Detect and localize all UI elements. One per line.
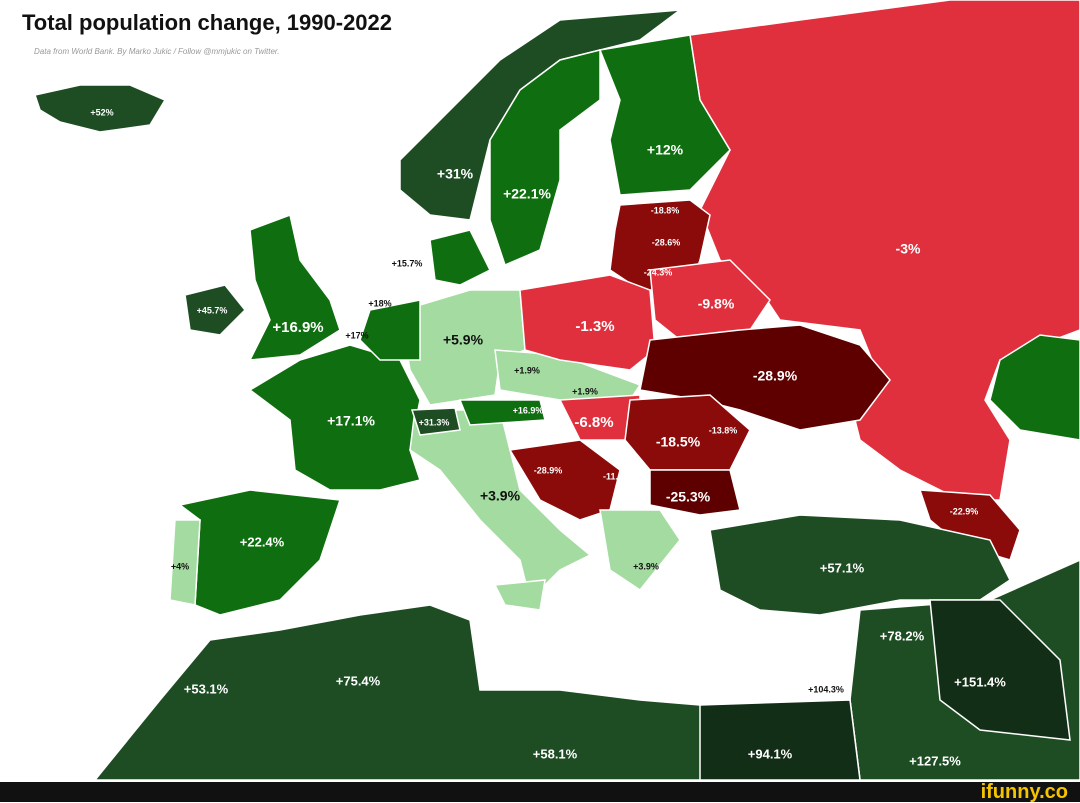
region bbox=[493, 579, 546, 611]
region-label: -11.8% bbox=[603, 471, 631, 481]
region-label: +57.1% bbox=[820, 560, 865, 575]
region-label: +45.7% bbox=[197, 305, 228, 315]
region bbox=[178, 489, 342, 616]
region bbox=[929, 599, 1071, 741]
title: Total population change, 1990-2022 bbox=[22, 10, 393, 35]
region-label: -9.8% bbox=[698, 296, 735, 312]
region-label: -13.8% bbox=[709, 425, 738, 435]
region-label: +104.3% bbox=[808, 684, 844, 694]
region-label: -24.3% bbox=[644, 267, 673, 277]
region bbox=[489, 49, 601, 267]
region-label: +53.1% bbox=[184, 681, 229, 696]
region-label: +5.9% bbox=[443, 332, 484, 348]
region-label: +4% bbox=[171, 561, 189, 571]
region bbox=[34, 84, 167, 133]
region-label: +31.3% bbox=[419, 417, 450, 427]
land bbox=[34, 0, 1080, 781]
region-label: +1.9% bbox=[514, 365, 540, 375]
region-label: -1.3% bbox=[575, 318, 614, 335]
map: +52% +31% +22.1% +12% -18.8% -28.6% -24.3% -3% +… bbox=[34, 0, 1080, 781]
subtitle: Data from World Bank. By Marko Jukic / F… bbox=[34, 47, 280, 56]
region-label: -28.9% bbox=[534, 465, 563, 475]
region bbox=[169, 519, 201, 606]
region-label: -6.8% bbox=[574, 414, 613, 431]
region-label: +16.9% bbox=[513, 405, 544, 415]
region bbox=[410, 407, 461, 436]
region-label: +17.1% bbox=[327, 413, 375, 429]
region-label: +3.9% bbox=[480, 488, 521, 504]
region-label: +22.1% bbox=[503, 186, 551, 202]
region-label: -25.3% bbox=[666, 489, 711, 505]
region bbox=[248, 213, 341, 361]
region bbox=[458, 399, 546, 426]
region-label: +151.4% bbox=[954, 674, 1006, 689]
footer-bar: ifunny.co bbox=[0, 782, 1080, 802]
region-label: +75.4% bbox=[336, 673, 381, 688]
region-label: +12% bbox=[647, 142, 684, 158]
region-label: +15.7% bbox=[392, 258, 423, 268]
region-label: -18.8% bbox=[651, 205, 680, 215]
region bbox=[598, 34, 731, 196]
region-label: +41.7% bbox=[1018, 534, 1063, 549]
region-label: +127.5% bbox=[909, 753, 961, 768]
region-label: -22.9% bbox=[950, 506, 979, 516]
region bbox=[918, 489, 1021, 561]
region-label: +1.9% bbox=[572, 386, 598, 396]
region bbox=[989, 334, 1080, 441]
region bbox=[359, 299, 421, 361]
region bbox=[649, 469, 741, 516]
region-label: +17% bbox=[345, 330, 368, 340]
region bbox=[689, 0, 1080, 501]
region bbox=[429, 229, 492, 286]
region bbox=[599, 509, 681, 592]
region-label: +78.2% bbox=[880, 628, 925, 643]
region-label: +52% bbox=[90, 107, 113, 117]
region-label: -28.9% bbox=[753, 368, 798, 384]
region-label: +31% bbox=[437, 166, 474, 182]
region bbox=[184, 284, 247, 336]
region-label: +58.1% bbox=[533, 746, 578, 761]
region-label: -3% bbox=[896, 241, 921, 257]
region bbox=[519, 274, 656, 371]
watermark: ifunny.co bbox=[980, 781, 1068, 803]
region-label: +94.1% bbox=[748, 746, 793, 761]
region bbox=[248, 344, 421, 491]
region-label: +16.9% bbox=[272, 319, 323, 336]
region bbox=[699, 699, 861, 781]
region-label: +18% bbox=[368, 298, 391, 308]
region-label: +3.9% bbox=[633, 561, 659, 571]
labels: +52% +31% +22.1% +12% -18.8% -28.6% -24.3% -3% +… bbox=[90, 107, 1062, 768]
region-label: -28.6% bbox=[652, 237, 681, 247]
region-label: +22.4% bbox=[240, 534, 285, 549]
region-label: -18.5% bbox=[656, 434, 701, 450]
